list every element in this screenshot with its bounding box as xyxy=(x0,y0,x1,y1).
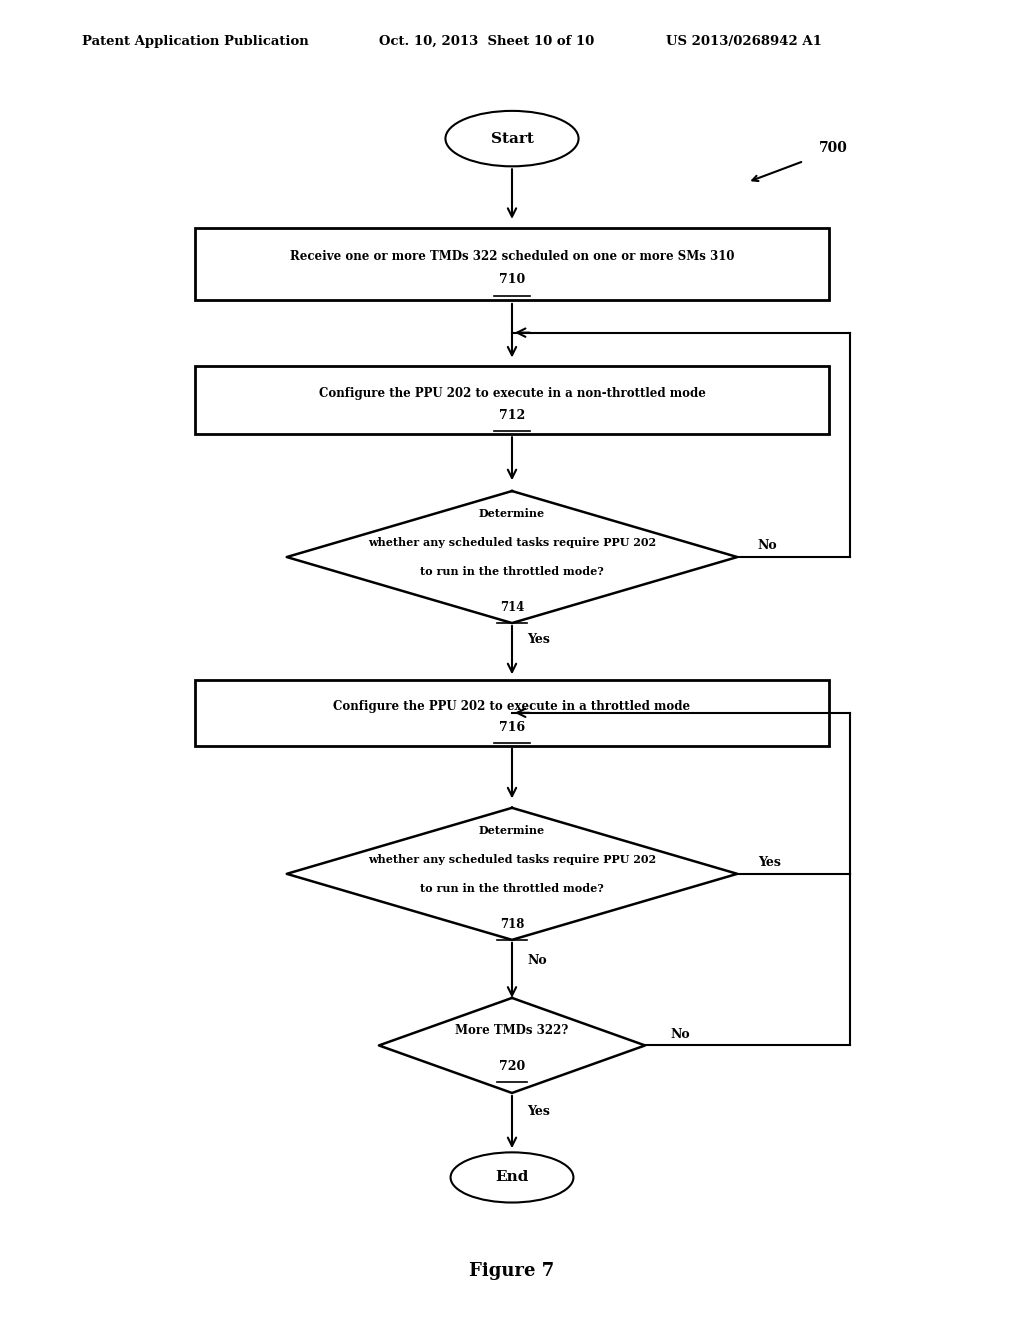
Text: Receive one or more TMDs 322 scheduled on one or more SMs 310: Receive one or more TMDs 322 scheduled o… xyxy=(290,251,734,263)
Text: No: No xyxy=(671,1027,690,1040)
Text: US 2013/0268942 A1: US 2013/0268942 A1 xyxy=(666,34,821,48)
Ellipse shape xyxy=(445,111,579,166)
Text: Figure 7: Figure 7 xyxy=(469,1262,555,1280)
Text: 718: 718 xyxy=(500,917,524,931)
Text: Yes: Yes xyxy=(527,1105,550,1118)
Ellipse shape xyxy=(451,1152,573,1203)
Text: More TMDs 322?: More TMDs 322? xyxy=(456,1024,568,1038)
Text: Configure the PPU 202 to execute in a non-throttled mode: Configure the PPU 202 to execute in a no… xyxy=(318,387,706,400)
Text: 700: 700 xyxy=(819,141,848,154)
Text: No: No xyxy=(527,953,547,966)
Text: to run in the throttled mode?: to run in the throttled mode? xyxy=(420,566,604,577)
Bar xyxy=(195,680,829,746)
Text: Determine: Determine xyxy=(479,825,545,836)
Text: to run in the throttled mode?: to run in the throttled mode? xyxy=(420,883,604,894)
Text: 714: 714 xyxy=(500,601,524,614)
Text: 716: 716 xyxy=(499,721,525,734)
Bar xyxy=(195,366,829,434)
Text: 720: 720 xyxy=(499,1060,525,1073)
Text: 710: 710 xyxy=(499,273,525,286)
Text: Oct. 10, 2013  Sheet 10 of 10: Oct. 10, 2013 Sheet 10 of 10 xyxy=(379,34,594,48)
Text: Start: Start xyxy=(490,132,534,145)
Text: Yes: Yes xyxy=(527,632,550,645)
Text: whether any scheduled tasks require PPU 202: whether any scheduled tasks require PPU … xyxy=(368,854,656,865)
Text: Patent Application Publication: Patent Application Publication xyxy=(82,34,308,48)
Text: Yes: Yes xyxy=(758,855,780,869)
Text: No: No xyxy=(758,539,777,552)
Text: 712: 712 xyxy=(499,409,525,421)
Text: Configure the PPU 202 to execute in a throttled mode: Configure the PPU 202 to execute in a th… xyxy=(334,700,690,713)
Text: whether any scheduled tasks require PPU 202: whether any scheduled tasks require PPU … xyxy=(368,537,656,548)
Text: Determine: Determine xyxy=(479,508,545,519)
Bar xyxy=(195,227,829,300)
Text: End: End xyxy=(496,1171,528,1184)
